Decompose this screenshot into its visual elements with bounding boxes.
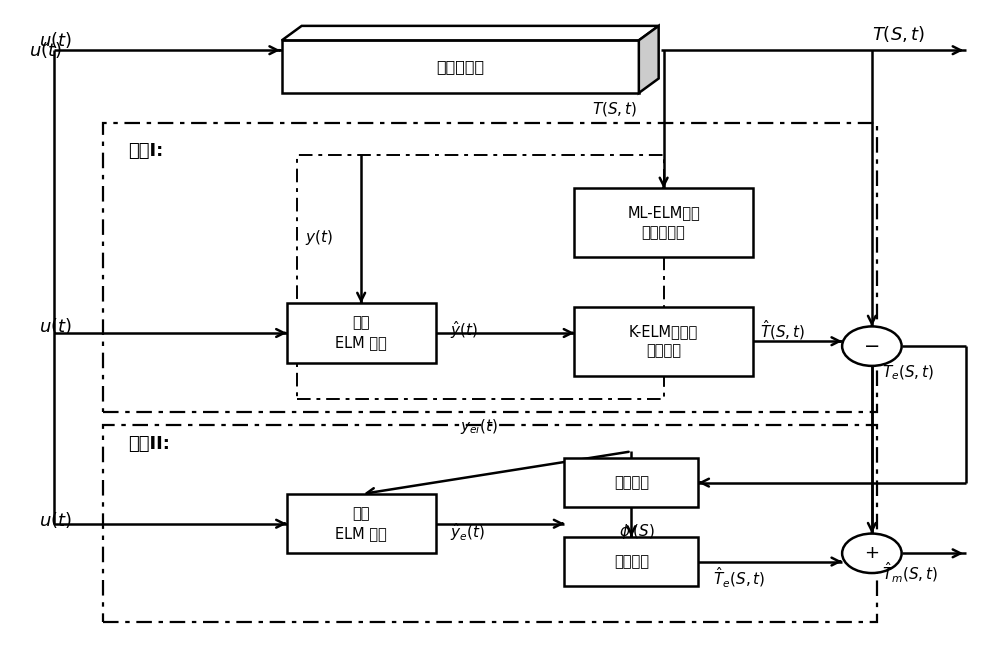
Text: 阶段II:: 阶段II: — [128, 435, 170, 453]
Polygon shape — [639, 26, 659, 93]
Bar — [297, 155, 664, 399]
Text: $\hat{T}(S,t)$: $\hat{T}(S,t)$ — [760, 318, 805, 342]
Bar — [564, 458, 698, 507]
Text: 时空分离: 时空分离 — [614, 475, 649, 490]
Text: $T_e(S,t)$: $T_e(S,t)$ — [882, 363, 934, 382]
Text: 阶段I:: 阶段I: — [128, 143, 163, 161]
Text: $\hat{T}_m(S,t)$: $\hat{T}_m(S,t)$ — [882, 560, 938, 585]
Text: $u(t)$: $u(t)$ — [29, 40, 62, 60]
Text: $\hat{y}_e(t)$: $\hat{y}_e(t)$ — [450, 521, 485, 543]
Text: $y(t)$: $y(t)$ — [305, 228, 333, 247]
Circle shape — [842, 326, 902, 366]
Text: ML-ELM实现
非线性投影: ML-ELM实现 非线性投影 — [627, 205, 700, 240]
Text: $u(t)$: $u(t)$ — [39, 31, 72, 51]
Bar — [103, 425, 877, 622]
Text: 第二
ELM 模型: 第二 ELM 模型 — [335, 506, 387, 541]
Text: K-ELM实现非
线性重构: K-ELM实现非 线性重构 — [629, 324, 698, 358]
Polygon shape — [282, 26, 659, 41]
Text: $u(t)$: $u(t)$ — [39, 510, 72, 530]
Text: $T(S,t)$: $T(S,t)$ — [872, 24, 925, 44]
Bar — [282, 41, 639, 93]
Bar — [103, 123, 877, 412]
Bar — [574, 188, 753, 257]
Text: $\hat{T}_e(S,t)$: $\hat{T}_e(S,t)$ — [713, 565, 766, 590]
Text: +: + — [864, 544, 879, 562]
Text: 第一
ELM 模型: 第一 ELM 模型 — [335, 316, 387, 350]
Text: $\hat{y}(t)$: $\hat{y}(t)$ — [450, 319, 478, 341]
Circle shape — [842, 533, 902, 573]
Bar — [287, 494, 436, 553]
Bar — [564, 537, 698, 586]
Text: $y_{ei}(t)$: $y_{ei}(t)$ — [460, 417, 498, 436]
Text: $\phi_i(S)$: $\phi_i(S)$ — [619, 522, 655, 541]
Text: −: − — [864, 336, 880, 356]
Text: $u(t)$: $u(t)$ — [39, 316, 72, 336]
Text: $T(S,t)$: $T(S,t)$ — [592, 101, 638, 119]
Text: 电池热过程: 电池热过程 — [436, 59, 484, 74]
Bar — [287, 304, 436, 362]
Bar — [574, 307, 753, 376]
Text: 时空重构: 时空重构 — [614, 554, 649, 569]
